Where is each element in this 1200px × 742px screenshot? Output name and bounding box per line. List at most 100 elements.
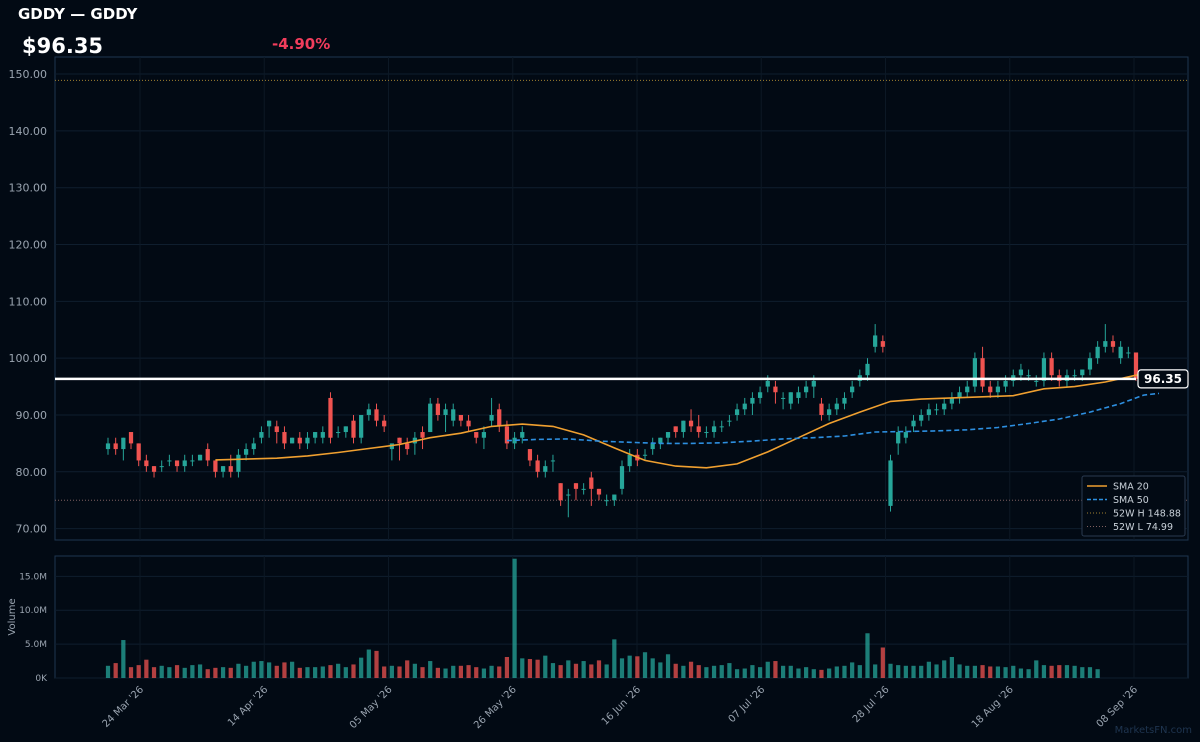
volume-bar <box>619 658 625 678</box>
candle-body <box>366 409 371 415</box>
volume-tick-label: 10.0M <box>19 606 47 616</box>
candle-body <box>819 403 824 415</box>
volume-bar <box>911 665 916 678</box>
candle-body <box>873 335 878 347</box>
volume-bar <box>750 665 755 678</box>
volume-bar <box>343 667 348 678</box>
price-change: -4.90% <box>272 35 331 53</box>
candle-body <box>259 432 264 438</box>
candle-body <box>320 432 325 438</box>
candle-body <box>220 466 226 472</box>
candle-body <box>888 460 893 506</box>
candle-body <box>796 392 801 398</box>
legend-label: SMA 20 <box>1113 482 1149 493</box>
volume-bar <box>328 665 333 678</box>
volume-bar <box>228 667 233 678</box>
candle-body <box>903 432 908 438</box>
volume-bar <box>558 665 563 678</box>
candle-body <box>681 420 686 433</box>
candle-body <box>965 386 970 393</box>
volume-bar <box>589 664 594 678</box>
volume-bar <box>604 664 609 678</box>
volume-bar <box>1095 669 1100 678</box>
candle-body <box>719 426 724 428</box>
candle-body <box>527 449 533 461</box>
candle-body <box>842 397 847 404</box>
volume-bar <box>428 661 433 678</box>
candle-body <box>474 432 479 438</box>
x-tick-label: 07 Jul '26 <box>727 684 768 725</box>
candle-body <box>827 409 832 415</box>
volume-bar <box>857 665 862 678</box>
volume-bar <box>834 666 839 678</box>
candle-body <box>504 426 510 444</box>
candle-body <box>343 426 348 433</box>
volume-bar <box>957 664 962 678</box>
candle-body <box>359 414 364 438</box>
candle-body <box>642 454 648 456</box>
candle-body <box>804 386 809 393</box>
x-tick-label: 05 May '26 <box>348 684 395 731</box>
volume-bar <box>205 669 210 678</box>
volume-bar <box>596 660 602 678</box>
x-tick-label: 18 Aug '26 <box>970 684 1016 730</box>
candle-body <box>113 443 118 450</box>
candle-body <box>1103 341 1108 347</box>
volume-bar <box>965 665 970 678</box>
candle-body <box>151 466 157 472</box>
price-tick-label: 140.00 <box>9 125 48 138</box>
volume-bar <box>796 668 801 678</box>
volume-bar <box>220 667 226 678</box>
x-tick-label: 26 May '26 <box>472 684 519 731</box>
candle-body <box>428 403 433 433</box>
volume-bar <box>527 659 533 678</box>
volume-bar <box>504 656 510 678</box>
volume-bar <box>980 665 985 678</box>
volume-bar <box>788 665 793 678</box>
candle-body <box>688 420 694 427</box>
volume-bar <box>658 662 663 678</box>
candle-body <box>972 358 978 387</box>
last-price-tag <box>1137 369 1189 389</box>
candle-body <box>481 432 487 438</box>
candle-body <box>1041 358 1047 381</box>
candle-body <box>1080 369 1085 376</box>
candle-body <box>543 466 548 472</box>
candle-body <box>443 409 448 415</box>
candle-body <box>228 466 233 472</box>
volume-bar <box>704 667 709 678</box>
price-tick-label: 150.00 <box>9 68 48 81</box>
candle-body <box>596 488 602 495</box>
candle-body <box>435 403 440 415</box>
volume-bar <box>888 663 893 678</box>
x-tick-label: 14 Apr '26 <box>226 684 270 728</box>
sma50-line <box>506 392 1160 445</box>
volume-bar <box>520 658 525 678</box>
candle-body <box>850 386 855 393</box>
candle-body <box>1087 358 1093 370</box>
volume-bar <box>389 665 394 678</box>
price-tick-label: 90.00 <box>16 409 48 422</box>
volume-bar <box>1026 669 1031 678</box>
volume-bar <box>274 665 279 678</box>
candle-body <box>550 460 556 462</box>
volume-bar <box>727 663 732 678</box>
volume-bar <box>282 662 287 678</box>
candle-body <box>658 437 663 444</box>
candle-body <box>811 380 816 387</box>
volume-bar <box>804 667 809 678</box>
candle-body <box>612 494 617 501</box>
candle-body <box>957 392 962 398</box>
volume-bar <box>366 649 371 678</box>
volume-bar <box>972 665 978 678</box>
volume-bar <box>850 662 855 678</box>
volume-bar <box>474 667 479 678</box>
candle-body <box>336 432 341 434</box>
candle-body <box>650 443 655 450</box>
candle-body <box>780 397 786 399</box>
candle-body <box>190 460 195 462</box>
candle-body <box>558 483 563 501</box>
legend-label: 52W L 74.99 <box>1113 522 1173 533</box>
candle-body <box>880 341 885 347</box>
volume-bar <box>1072 665 1077 678</box>
